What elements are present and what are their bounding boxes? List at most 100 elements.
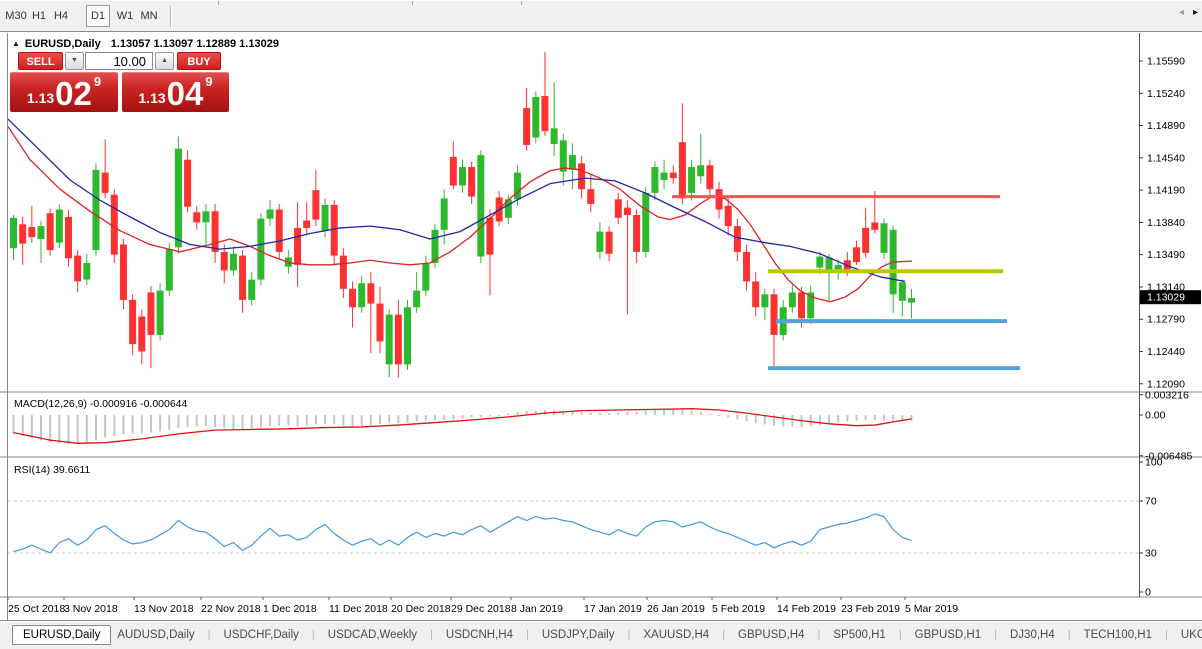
toolbar-divider-highlight xyxy=(0,32,1202,33)
timeframe-button-h4[interactable]: H4 xyxy=(53,10,69,22)
tab-separator: | xyxy=(1165,629,1168,641)
chart-tab-sp500-h1[interactable]: SP500,H1 xyxy=(833,629,886,641)
toolbar-grip-mark xyxy=(412,1,413,5)
price-axis-label: 1.13840 xyxy=(1147,217,1185,229)
volume-decrease-button[interactable]: ▼ xyxy=(65,52,84,70)
date-axis-label: 3 Nov 2018 xyxy=(64,603,118,615)
toolbar-group-separator xyxy=(170,6,172,27)
tab-scroll-right-icon[interactable]: ▸ xyxy=(1192,7,1198,18)
date-axis-label: 14 Feb 2019 xyxy=(777,603,836,615)
triangle-up-icon: ▲ xyxy=(161,57,168,64)
chart-tab-bar: EURUSD,Daily AUDUSD,Daily | USDCHF,Daily | US… xyxy=(0,620,1202,649)
date-axis-label: 1 Dec 2018 xyxy=(263,603,317,615)
buy-price-big: 04 xyxy=(166,75,204,112)
date-axis-label: 23 Feb 2019 xyxy=(841,603,900,615)
chart-ohlc-quotes: 1.13057 1.13097 1.12889 1.13029 xyxy=(110,38,279,50)
chart-tab-ukc[interactable]: UKC xyxy=(1180,629,1202,641)
tab-separator: | xyxy=(898,629,902,641)
chart-tab-tech100-h1[interactable]: TECH100,H1 xyxy=(1083,629,1152,641)
price-axis-label: 1.12090 xyxy=(1147,378,1185,390)
date-axis-label: 22 Nov 2018 xyxy=(201,603,261,615)
buy-button[interactable]: BUY xyxy=(177,52,221,70)
macd-axis-label: 0.003216 xyxy=(1145,389,1189,401)
rsi-axis-label: 100 xyxy=(1145,457,1163,469)
sell-price-big: 02 xyxy=(55,75,92,112)
date-axis-label: 25 Oct 2018 xyxy=(8,603,65,615)
current-price-tag xyxy=(1140,290,1201,305)
tab-separator: | xyxy=(207,629,211,641)
sell-price-prefix: 1.13 xyxy=(26,90,55,106)
toolbar-grip-mark xyxy=(521,1,522,5)
date-axis-label: 26 Jan 2019 xyxy=(647,603,705,615)
sell-price-sup: 9 xyxy=(93,74,102,89)
date-axis-label: 17 Jan 2019 xyxy=(584,603,642,615)
chart-tab-usdchf-daily[interactable]: USDCHF,Daily xyxy=(223,629,299,641)
timeframe-button-d1[interactable]: D1 xyxy=(86,5,110,27)
price-axis-label: 1.12790 xyxy=(1147,314,1185,326)
tab-separator: | xyxy=(311,629,315,641)
timeframe-button-mn[interactable]: MN xyxy=(140,10,158,22)
chart-title: ▲ EURUSD,Daily 1.13057 1.13097 1.12889 1.1… xyxy=(12,38,279,52)
panel-collapse-icon[interactable]: ▲ xyxy=(12,39,20,48)
one-click-trade-panel: SELL ▼ ▲ BUY 1.13 02 9 1.13 04 9 xyxy=(10,52,229,112)
chart-window: 1.15590 1.15240 1.14890 1.14540 1.14190 1.138… xyxy=(0,33,1202,620)
ma-blue-line xyxy=(7,118,906,283)
rsi-line xyxy=(13,513,912,554)
volume-increase-button[interactable]: ▲ xyxy=(155,52,174,70)
timeframe-button-h1[interactable]: H1 xyxy=(31,10,47,22)
chart-tab-usdjpy-daily[interactable]: USDJPY,Daily xyxy=(541,629,615,641)
rsi-axis-label: 30 xyxy=(1145,548,1157,560)
price-axis-label: 1.13490 xyxy=(1147,249,1185,261)
rsi-indicator-label: RSI(14) 39.6611 xyxy=(14,464,90,476)
tab-separator: | xyxy=(722,629,726,641)
macd-signal-line xyxy=(13,408,912,444)
chart-tab-usdcnh-h4[interactable]: USDCNH,H4 xyxy=(445,629,513,641)
buy-price-prefix: 1.13 xyxy=(138,90,166,106)
tab-separator: | xyxy=(627,629,631,641)
price-axis-label: 1.14540 xyxy=(1147,152,1185,164)
buy-price-tile[interactable]: 1.13 04 9 xyxy=(122,72,229,112)
price-axis-label: 1.12440 xyxy=(1147,346,1185,358)
toolbar-divider xyxy=(0,31,1202,32)
timeframe-toolbar: M30 H1 H4 D1 W1 MN xyxy=(0,0,1202,32)
current-price-tag-label: 1.13029 xyxy=(1147,292,1185,304)
sell-price-tile[interactable]: 1.13 02 9 xyxy=(10,72,118,112)
price-axis-label: 1.15240 xyxy=(1147,88,1185,100)
date-axis-label: 20 Dec 2018 xyxy=(391,603,451,615)
chart-tab-dj30-h4[interactable]: DJ30,H4 xyxy=(1010,629,1055,641)
tab-scroll-left-icon[interactable]: ◂ xyxy=(1178,7,1184,18)
price-axis-label: 1.14890 xyxy=(1147,120,1185,132)
macd-indicator-label: MACD(12,26,9) -0.000916 -0.000644 xyxy=(14,398,188,410)
chart-tab-audusd-daily[interactable]: AUDUSD,Daily xyxy=(117,629,195,641)
tab-separator: | xyxy=(430,629,433,641)
chart-tab-usdcad-weekly[interactable]: USDCAD,Weekly xyxy=(327,629,418,641)
timeframe-button-m30[interactable]: M30 xyxy=(5,10,27,22)
macd-axis-label: 0.00 xyxy=(1145,410,1166,422)
chart-symbol-title: EURUSD,Daily xyxy=(24,38,101,50)
tab-separator: | xyxy=(525,629,529,641)
sell-button[interactable]: SELL xyxy=(18,52,63,70)
buy-price-sup: 9 xyxy=(205,74,213,89)
chart-tab-xauusd-h4[interactable]: XAUUSD,H4 xyxy=(643,629,710,641)
date-axis-label: 8 Jan 2019 xyxy=(511,603,563,615)
volume-input[interactable] xyxy=(85,52,153,70)
date-axis-label: 5 Feb 2019 xyxy=(712,603,765,615)
price-axis-label: 1.15590 xyxy=(1147,56,1185,68)
date-axis-label: 11 Dec 2018 xyxy=(329,603,388,615)
chart-tab-gbpusd-h1[interactable]: GBPUSD,H1 xyxy=(914,629,982,641)
tab-separator: | xyxy=(817,629,821,641)
chart-tab-eurusd-daily[interactable]: EURUSD,Daily xyxy=(12,625,112,645)
macd-axis-label: -0.006485 xyxy=(1145,450,1192,462)
triangle-down-icon: ▼ xyxy=(71,57,78,64)
tab-separator: | xyxy=(1067,629,1071,641)
rsi-axis-label: 0 xyxy=(1145,587,1151,599)
chart-tab-gbpusd-h4[interactable]: GBPUSD,H4 xyxy=(738,629,805,641)
toolbar-grip-mark xyxy=(218,1,219,5)
date-axis-label: 13 Nov 2018 xyxy=(134,603,194,615)
chart-background xyxy=(0,33,1202,620)
chart-canvas[interactable]: 1.155901.152401.148901.145401.141901.138… xyxy=(0,33,1202,620)
tab-separator: | xyxy=(994,629,997,641)
timeframe-button-w1[interactable]: W1 xyxy=(116,10,134,22)
rsi-axis-label: 70 xyxy=(1145,496,1157,508)
date-axis-label: 29 Dec 2018 xyxy=(451,603,511,615)
